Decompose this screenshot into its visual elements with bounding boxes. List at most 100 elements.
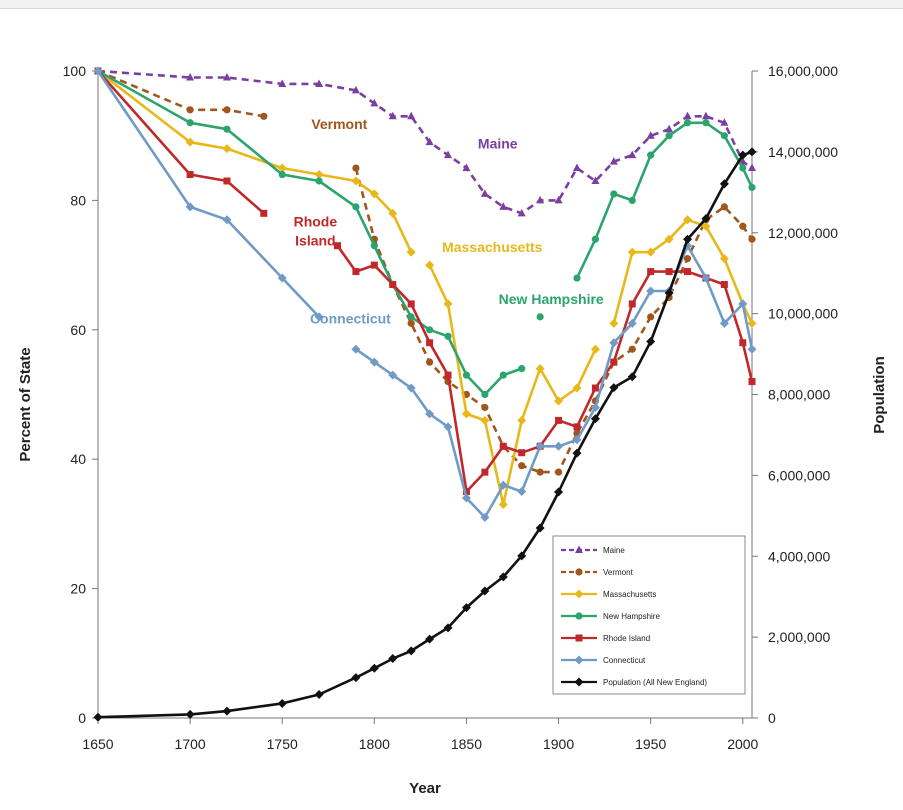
series-maine <box>94 66 756 217</box>
data-point-connecticut <box>554 441 564 451</box>
data-point-vermont <box>407 319 415 327</box>
data-point-maine <box>425 137 434 146</box>
data-point-massachusetts <box>369 189 379 199</box>
data-point-maine <box>683 111 692 120</box>
data-point-massachusetts <box>554 396 564 406</box>
series-line-connecticut <box>355 244 754 519</box>
data-point-population-all-new-england <box>747 147 757 157</box>
legend-item-vermont: Vermont <box>561 568 634 577</box>
x-tick-label: 1750 <box>267 736 298 752</box>
data-point-population-all-new-england <box>461 603 471 613</box>
data-point-rhode-island <box>684 268 692 276</box>
data-point-connecticut <box>590 402 600 412</box>
data-point-connecticut <box>185 202 195 212</box>
y-axis-title: Percent of State <box>17 347 34 461</box>
data-point-population-all-new-england <box>425 634 435 644</box>
data-point-maine <box>222 72 231 81</box>
data-point-maine <box>554 195 563 204</box>
data-point-maine <box>499 202 508 210</box>
data-point-connecticut <box>222 215 232 225</box>
data-point-massachusetts <box>498 499 508 509</box>
data-point-massachusetts <box>351 176 361 186</box>
legend: Maine Vermont Massachusetts New Hampshire Rh… <box>552 535 746 695</box>
data-point-connecticut <box>369 357 379 367</box>
data-point-rhode-island <box>628 300 636 308</box>
series-line-vermont <box>97 69 265 118</box>
data-point-connecticut <box>314 312 324 322</box>
data-point-new-hampshire <box>407 313 415 321</box>
legend-label-connecticut: Connecticut <box>603 656 646 665</box>
data-point-connecticut <box>719 318 729 328</box>
x-axis-title: Year <box>409 780 441 797</box>
data-point-population-all-new-england <box>627 372 637 382</box>
data-point-population-all-new-england <box>480 586 490 596</box>
legend-marker-connecticut <box>574 655 584 665</box>
data-point-new-hampshire <box>628 196 636 204</box>
data-point-massachusetts <box>701 221 711 231</box>
data-point-massachusetts <box>747 318 757 328</box>
data-point-maine <box>462 163 471 172</box>
legend-label-vermont: Vermont <box>603 568 634 577</box>
data-point-connecticut <box>277 273 287 283</box>
data-point-maine <box>748 163 756 172</box>
series-layer <box>93 66 757 722</box>
data-point-new-hampshire <box>444 332 452 340</box>
data-point-vermont <box>536 468 544 476</box>
legend-marker-maine <box>575 545 583 553</box>
data-point-population-all-new-england <box>443 623 453 633</box>
data-point-maine <box>609 157 618 165</box>
data-point-massachusetts <box>443 299 453 309</box>
data-point-new-hampshire <box>536 313 544 321</box>
x-tick-label: 1650 <box>82 736 113 752</box>
data-point-vermont <box>426 358 434 366</box>
data-point-connecticut <box>572 435 582 445</box>
data-point-massachusetts <box>535 364 545 374</box>
x-tick-label: 2000 <box>727 736 758 752</box>
data-point-rhode-island <box>555 416 563 424</box>
data-point-rhode-island <box>352 268 360 276</box>
series-label-vermont: Vermont <box>311 116 367 132</box>
data-point-rhode-island <box>518 449 526 457</box>
data-point-maine <box>444 150 453 159</box>
data-point-rhode-island <box>499 442 507 450</box>
data-point-rhode-island <box>462 488 470 496</box>
data-point-rhode-island <box>444 371 452 379</box>
data-point-rhode-island <box>647 268 655 276</box>
data-point-rhode-island <box>333 242 341 250</box>
data-point-population-all-new-england <box>535 523 545 533</box>
data-point-new-hampshire <box>499 371 507 379</box>
data-point-vermont <box>739 222 747 230</box>
legend-label-maine: Maine <box>603 546 625 555</box>
data-point-rhode-island <box>186 171 194 179</box>
data-point-maine <box>315 79 324 87</box>
data-point-maine <box>646 131 655 139</box>
data-point-maine <box>665 124 674 133</box>
data-point-population-all-new-england <box>93 712 103 722</box>
series-label-rhode-island: Island <box>295 232 335 248</box>
series-line-maine <box>97 69 753 215</box>
data-point-massachusetts <box>609 318 619 328</box>
data-point-population-all-new-england <box>701 214 711 224</box>
data-point-vermont <box>720 203 728 211</box>
data-point-rhode-island <box>389 281 397 289</box>
data-point-population-all-new-england <box>498 572 508 582</box>
y-tick-label: 100 <box>63 63 87 79</box>
data-point-rhode-island <box>407 300 415 308</box>
data-point-new-hampshire <box>665 132 673 140</box>
data-point-connecticut <box>747 344 757 354</box>
data-point-new-hampshire <box>683 119 692 127</box>
data-point-connecticut <box>498 480 508 490</box>
data-point-rhode-island <box>426 339 434 347</box>
x-tick-label: 1900 <box>543 736 574 752</box>
data-point-connecticut <box>517 487 527 497</box>
y-tick-label: 80 <box>70 192 86 208</box>
data-point-massachusetts <box>664 234 674 244</box>
data-point-new-hampshire <box>573 274 581 282</box>
series-label-maine: Maine <box>478 136 518 152</box>
data-point-maine <box>407 111 416 120</box>
data-point-population-all-new-england <box>185 709 195 719</box>
data-point-rhode-island <box>573 423 581 431</box>
data-point-connecticut <box>93 66 103 76</box>
data-point-connecticut <box>388 370 398 380</box>
data-point-new-hampshire <box>462 371 471 379</box>
